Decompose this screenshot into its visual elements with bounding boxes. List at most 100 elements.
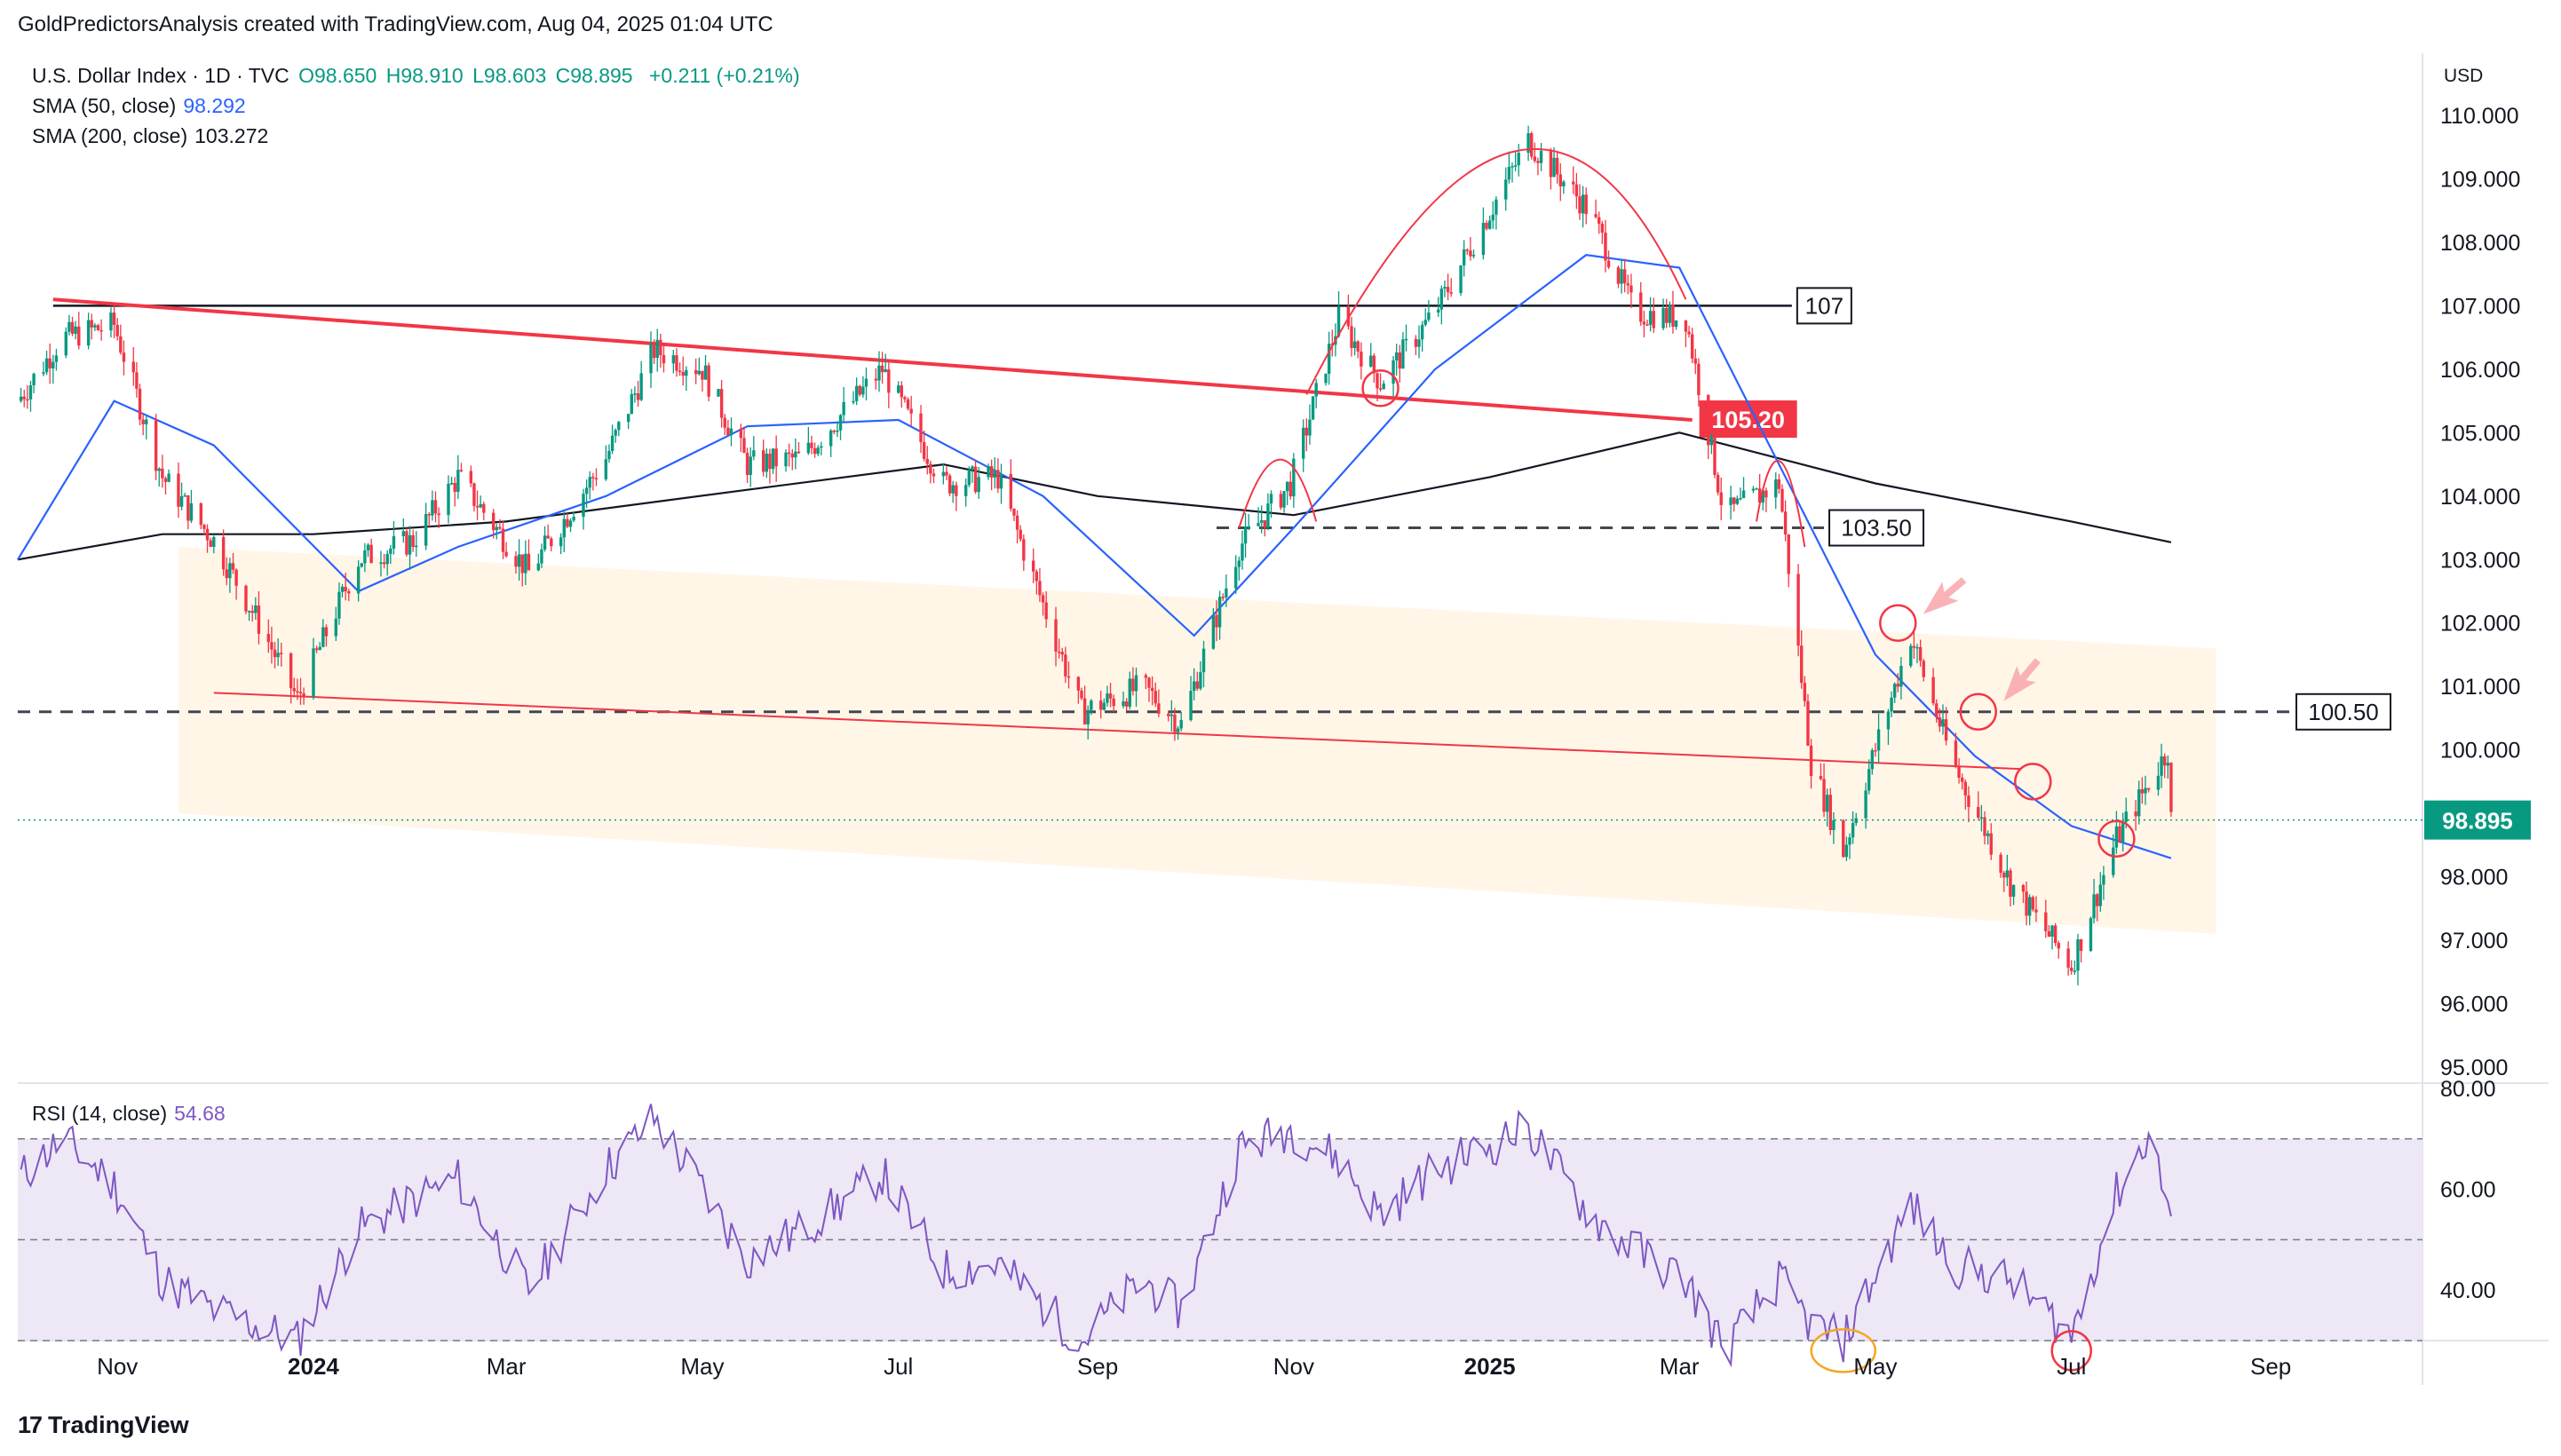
candle-body: [472, 483, 476, 506]
candle-body: [167, 473, 170, 482]
candle-body: [1372, 355, 1376, 374]
change-value: +0.211 (+0.21%): [649, 64, 800, 87]
candle-body: [157, 468, 161, 471]
candle-body: [1935, 703, 1939, 717]
candle-body: [1739, 498, 1742, 500]
candle-body: [250, 611, 254, 613]
candle-body: [1154, 691, 1157, 704]
candle-body: [1957, 766, 1961, 778]
candle-body: [405, 531, 408, 555]
candle-body: [1311, 396, 1315, 420]
candle-body: [752, 450, 756, 457]
candle-body: [1108, 693, 1113, 699]
sma50-legend[interactable]: SMA (50, close) 98.292: [32, 94, 246, 118]
candle-body: [1465, 249, 1470, 251]
currency-label[interactable]: USD: [2444, 66, 2484, 86]
candle-body: [701, 370, 704, 380]
candle-body: [810, 442, 813, 448]
candle-body: [832, 431, 836, 432]
candle-body: [2134, 811, 2137, 817]
candle-body: [2089, 918, 2093, 952]
candle-body: [1352, 341, 1357, 349]
candle-body: [2053, 925, 2058, 944]
candle-body: [1783, 511, 1788, 534]
candle-body: [887, 369, 891, 393]
candle-body: [1622, 269, 1627, 284]
candle-body: [318, 646, 321, 651]
candle-body: [2034, 909, 2038, 913]
candle-body: [1179, 720, 1183, 729]
candle-body: [1394, 352, 1399, 360]
candle-body: [1661, 307, 1665, 328]
candle-body: [1022, 539, 1026, 561]
candle-body: [52, 361, 55, 369]
sma200-legend[interactable]: SMA (200, close) 103.272: [32, 124, 268, 148]
candle-body: [820, 446, 823, 448]
candle-body: [2002, 873, 2006, 878]
candle-body: [1584, 194, 1588, 215]
candle-body: [1459, 265, 1463, 294]
candle-body: [816, 447, 820, 455]
candle-body: [947, 475, 952, 494]
candle-body: [806, 442, 811, 454]
candle-body: [566, 518, 569, 527]
candle-body: [829, 431, 833, 447]
candle-body: [1899, 666, 1903, 687]
symbol-name: U.S. Dollar Index · 1D · TVC: [32, 64, 289, 87]
candle-body: [852, 400, 855, 403]
candle-body: [1809, 745, 1813, 777]
candle-body: [22, 396, 26, 400]
candle-body: [1536, 161, 1540, 163]
candle-body: [2140, 789, 2145, 794]
candle-body: [131, 361, 135, 373]
candle-body: [44, 358, 49, 373]
candle-body: [314, 648, 319, 651]
candle-body: [26, 399, 29, 401]
candle-body: [298, 692, 303, 694]
touch-circle-1: [1361, 369, 1399, 408]
candle-body: [774, 448, 778, 467]
candle-body: [1471, 255, 1476, 257]
candle-body: [1360, 352, 1363, 367]
candle-body: [1035, 571, 1039, 582]
sma200-value: 103.272: [194, 124, 269, 147]
touch-circle-3: [1959, 692, 1998, 732]
arrow-annotation-2: [2003, 658, 2041, 701]
candle-body: [1462, 249, 1466, 265]
rsi-tick-label: 80.00: [2440, 1077, 2496, 1102]
candle-body: [1864, 790, 1867, 819]
candle-body: [491, 512, 496, 531]
candle-body: [2031, 897, 2035, 910]
candle-body: [562, 518, 566, 538]
candle-body: [42, 372, 45, 375]
candle-body: [119, 336, 123, 353]
candle-body: [135, 372, 139, 389]
candle-body: [1150, 687, 1154, 692]
time-tick-label: Nov: [97, 1353, 138, 1380]
candle-body: [1106, 693, 1109, 703]
candle-body: [1189, 691, 1193, 721]
candle-body: [495, 526, 498, 531]
candle-body: [761, 450, 765, 472]
candle-body: [771, 448, 775, 470]
tradingview-brand[interactable]: 17 TradingView: [18, 1412, 189, 1439]
candle-body: [1211, 614, 1216, 649]
rsi-legend[interactable]: RSI (14, close) 54.68: [32, 1102, 226, 1126]
candle-body: [276, 653, 280, 658]
candle-body: [379, 562, 383, 564]
candle-body: [749, 456, 752, 475]
candle-body: [1842, 819, 1845, 858]
symbol-legend[interactable]: U.S. Dollar Index · 1D · TVC O98.650 H98…: [32, 64, 800, 88]
rsi-tick-label: 40.00: [2440, 1278, 2496, 1303]
candle-body: [794, 451, 797, 458]
candle-body: [1735, 498, 1740, 504]
candle-body: [729, 428, 733, 436]
candle-body: [456, 470, 460, 492]
candle-body: [967, 470, 971, 486]
candle-body: [836, 430, 839, 432]
candle-body: [1851, 823, 1855, 838]
candle-body: [1112, 698, 1115, 707]
candle-body: [2095, 894, 2099, 906]
candle-body: [324, 627, 329, 637]
candle-body: [1157, 703, 1161, 714]
